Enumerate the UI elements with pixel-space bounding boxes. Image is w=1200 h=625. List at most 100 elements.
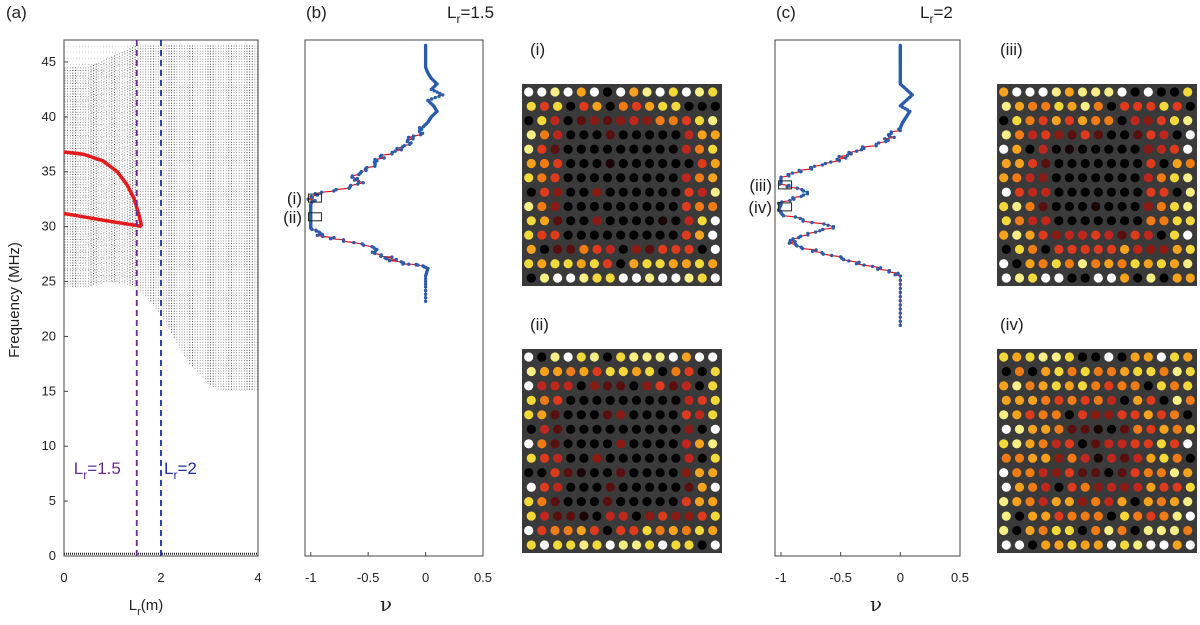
grid-site (566, 540, 576, 550)
grid-site (684, 187, 694, 197)
grid-site (655, 173, 665, 183)
grid-site (1077, 87, 1088, 97)
nu-point (787, 241, 791, 245)
grid-site (1172, 395, 1182, 405)
grid-site (1156, 525, 1166, 536)
panel-a-ylabel: Frequency (MHz) (6, 242, 23, 358)
grid-site (999, 87, 1009, 97)
selection-box-label: (ii) (283, 208, 302, 227)
grid-site (563, 87, 573, 97)
grid-site (708, 468, 718, 478)
grid-site (579, 158, 589, 169)
grid-site (618, 482, 628, 492)
grid-site (1169, 525, 1180, 536)
grid-site (539, 540, 550, 550)
grid-site (1120, 158, 1130, 169)
grid-site (553, 101, 563, 111)
grid-site (1080, 511, 1090, 521)
grid-site (710, 424, 720, 434)
grid-site (629, 352, 639, 362)
grid-site (566, 273, 576, 283)
grid-site (1156, 201, 1166, 212)
grid-site (1169, 201, 1180, 212)
grid-site (566, 216, 576, 226)
grid-site (1117, 352, 1127, 362)
grid-site (1001, 244, 1011, 254)
panel-a-ticks: 0 5 10 15 20 25 30 35 40 45 0 2 4 (42, 54, 262, 585)
grid-site (658, 395, 668, 405)
grid-site (524, 381, 534, 391)
grid-site (1012, 410, 1022, 420)
grid-site (1051, 173, 1061, 183)
nu-point (805, 190, 810, 194)
grid-site (1038, 259, 1048, 269)
grid-site (592, 187, 602, 197)
grid-site (1104, 468, 1114, 478)
grid-site (1117, 410, 1127, 420)
xtick-label: -1 (305, 570, 317, 585)
grid-site (684, 244, 694, 254)
grid-site (668, 468, 678, 478)
grid-site (1172, 511, 1182, 521)
nu-point (423, 285, 428, 289)
nu-point (438, 91, 442, 96)
grid-site (1169, 352, 1180, 362)
grid-site (1012, 439, 1022, 449)
ytick-label: 40 (42, 109, 56, 124)
grid-site (1104, 230, 1114, 240)
nu-point (798, 216, 802, 221)
grid-site (1080, 395, 1090, 405)
grid-site (1067, 130, 1077, 140)
grid-site (671, 395, 681, 405)
grid-site (1041, 187, 1051, 197)
grid-site (681, 381, 692, 391)
grid-site (1183, 497, 1193, 507)
ytick-label: 30 (42, 219, 56, 234)
grid-site (602, 230, 613, 240)
grid-site (697, 216, 707, 226)
grid-site (526, 511, 536, 521)
nu-point (814, 248, 818, 252)
grid-site (671, 130, 681, 140)
grid-site (1169, 173, 1180, 183)
grid-site (1146, 366, 1156, 377)
grid-site (563, 201, 573, 212)
grid-site (537, 352, 547, 362)
nu-point (898, 303, 902, 307)
grid-site (1025, 468, 1035, 478)
grid-site (553, 482, 563, 492)
grid-site (566, 158, 576, 169)
grid-site (550, 259, 560, 269)
grid-site (1120, 130, 1130, 140)
ytick-label: 45 (42, 54, 56, 69)
grid-site (1143, 201, 1153, 212)
grid-site (1146, 130, 1156, 140)
nu-point (801, 218, 805, 222)
nu-point (810, 220, 814, 225)
nu-point (810, 249, 815, 253)
grid-site (1130, 259, 1140, 269)
nu-point (861, 145, 865, 149)
nu-point (423, 299, 428, 303)
grid-site (605, 158, 615, 169)
grid-site (1067, 424, 1077, 434)
xtick-label: 0.5 (951, 570, 969, 585)
grid-site (602, 144, 613, 154)
grid-site (1077, 201, 1088, 212)
grid-site (526, 187, 536, 197)
grid-site (1130, 410, 1140, 420)
nu-point (399, 148, 403, 152)
nu-point (898, 286, 902, 291)
grid-site (1169, 230, 1180, 240)
nu-point (317, 230, 321, 234)
grid-site (1130, 201, 1140, 212)
grid-site (658, 216, 668, 226)
grid-site (553, 216, 563, 226)
grid-site (550, 410, 560, 420)
grid-site (1025, 352, 1035, 362)
grid-site (684, 366, 694, 377)
grid-site (605, 540, 615, 550)
grid-site (1183, 410, 1193, 420)
grid-site (1185, 511, 1195, 521)
grid-site (539, 158, 550, 169)
